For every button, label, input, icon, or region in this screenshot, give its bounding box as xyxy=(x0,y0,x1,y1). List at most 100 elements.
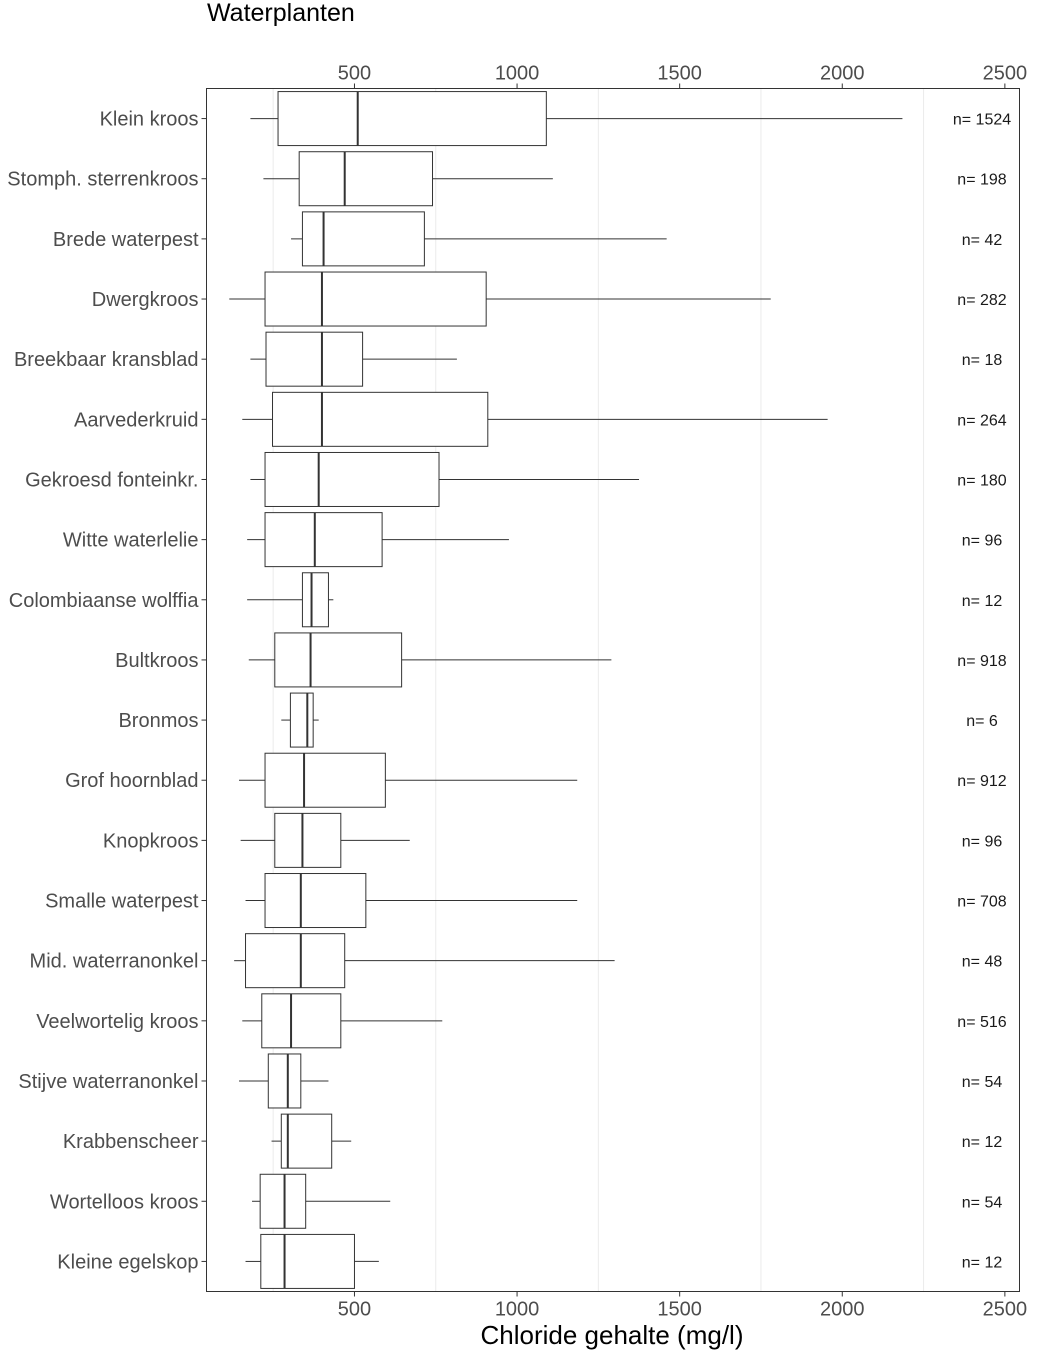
n-label: n= 54 xyxy=(962,1194,1003,1211)
box-group xyxy=(250,91,903,147)
box xyxy=(274,812,342,868)
x-tick-label-bottom: 1500 xyxy=(657,1299,702,1321)
box xyxy=(245,933,346,989)
box-group xyxy=(245,1233,379,1289)
chart-title: Waterplanten xyxy=(207,0,355,27)
box-group xyxy=(229,271,771,327)
x-axis-top: 500 1000 1500 2000 2500 xyxy=(338,63,1027,89)
x-tick-label-top: 1000 xyxy=(495,63,540,85)
box-group xyxy=(263,151,553,207)
category-label: Knopkroos xyxy=(103,830,199,852)
category-label: Brede waterpest xyxy=(53,229,199,251)
box xyxy=(264,451,440,507)
box xyxy=(280,1113,333,1169)
category-label: Breekbaar kransblad xyxy=(14,349,199,371)
n-label: n= 282 xyxy=(957,292,1006,309)
grid-lines xyxy=(272,88,925,1292)
category-label: Bultkroos xyxy=(115,650,198,672)
box-group xyxy=(271,1113,352,1169)
box xyxy=(264,873,367,929)
n-label: n= 708 xyxy=(957,894,1006,911)
box-group xyxy=(234,933,615,989)
n-label: n= 12 xyxy=(962,1134,1003,1151)
category-label: Veelwortelig kroos xyxy=(36,1011,198,1033)
box-group xyxy=(248,632,612,688)
n-label: n= 180 xyxy=(957,472,1006,489)
boxes xyxy=(229,91,903,1289)
category-label: Stijve waterranonkel xyxy=(18,1071,198,1093)
box-group xyxy=(250,331,457,387)
category-label: Mid. waterranonkel xyxy=(30,951,199,973)
box xyxy=(298,151,434,207)
box xyxy=(264,512,383,568)
plot-panel xyxy=(206,88,1020,1292)
category-label: Smalle waterpest xyxy=(45,891,199,913)
x-tick-label-bottom: 2000 xyxy=(820,1299,865,1321)
n-label: n= 54 xyxy=(962,1074,1003,1091)
category-label: Gekroesd fonteinkr. xyxy=(25,469,198,491)
category-label: Stomph. sterrenkroos xyxy=(7,169,198,191)
x-tick-label-top: 2000 xyxy=(820,63,865,85)
n-label: n= 912 xyxy=(957,773,1006,790)
box xyxy=(261,993,342,1049)
x-tick-label-bottom: 2500 xyxy=(983,1299,1028,1321)
category-label: Colombiaanse wolffia xyxy=(9,590,200,612)
n-label: n= 198 xyxy=(957,172,1006,189)
box-group xyxy=(240,812,410,868)
category-label: Aarvederkruid xyxy=(74,409,199,431)
box xyxy=(274,632,403,688)
n-label: n= 48 xyxy=(962,954,1003,971)
y-axis-categories: Klein kroos Stomph. sterrenkroos Brede wat… xyxy=(7,109,207,1273)
x-tick-label-top: 2500 xyxy=(983,63,1028,85)
box-group xyxy=(242,993,443,1049)
box-group xyxy=(239,1053,329,1109)
box xyxy=(289,692,314,748)
box-group xyxy=(242,391,828,447)
box xyxy=(260,1233,355,1289)
category-label: Witte waterlelie xyxy=(63,530,199,552)
n-label: n= 1524 xyxy=(953,112,1011,129)
box-group xyxy=(252,1173,391,1229)
n-label: n= 42 xyxy=(962,232,1003,249)
n-label: n= 12 xyxy=(962,593,1003,610)
category-label: Bronmos xyxy=(118,710,198,732)
box-group xyxy=(245,873,578,929)
n-label: n= 96 xyxy=(962,533,1003,550)
box xyxy=(301,572,329,628)
x-axis-bottom: 500 1000 1500 2000 2500 xyxy=(338,1291,1028,1321)
n-label: n= 18 xyxy=(962,352,1003,369)
box-group xyxy=(250,451,640,507)
box xyxy=(264,271,487,327)
box-group xyxy=(291,211,667,267)
n-label: n= 918 xyxy=(957,653,1006,670)
category-label: Dwergkroos xyxy=(92,289,199,311)
box xyxy=(277,91,547,147)
box xyxy=(267,1053,302,1109)
n-label: n= 12 xyxy=(962,1254,1003,1271)
x-axis-title: Chloride gehalte (mg/l) xyxy=(480,1320,743,1350)
box xyxy=(264,752,386,808)
category-label: Krabbenscheer xyxy=(63,1131,199,1153)
x-tick-label-bottom: 500 xyxy=(338,1299,371,1321)
box-group xyxy=(247,572,334,628)
category-label: Wortelloos kroos xyxy=(50,1191,199,1213)
x-tick-label-bottom: 1000 xyxy=(495,1299,540,1321)
box-group xyxy=(281,692,319,748)
box xyxy=(301,211,425,267)
category-label: Grof hoornblad xyxy=(65,770,198,792)
n-label: n= 516 xyxy=(957,1014,1006,1031)
x-tick-label-top: 1500 xyxy=(657,63,702,85)
category-label: Klein kroos xyxy=(100,109,199,131)
box-group xyxy=(239,752,578,808)
box xyxy=(259,1173,307,1229)
n-label: n= 96 xyxy=(962,833,1003,850)
n-label: n= 6 xyxy=(966,713,998,730)
box xyxy=(272,391,489,447)
sample-size-labels: n= 1524 n= 198 n= 42 n= 282 n= 18 n= 264 n= 18… xyxy=(953,112,1011,1272)
x-tick-label-top: 500 xyxy=(338,63,371,85)
category-label: Kleine egelskop xyxy=(57,1251,198,1273)
n-label: n= 264 xyxy=(957,412,1006,429)
box-group xyxy=(247,512,509,568)
box xyxy=(265,331,364,387)
